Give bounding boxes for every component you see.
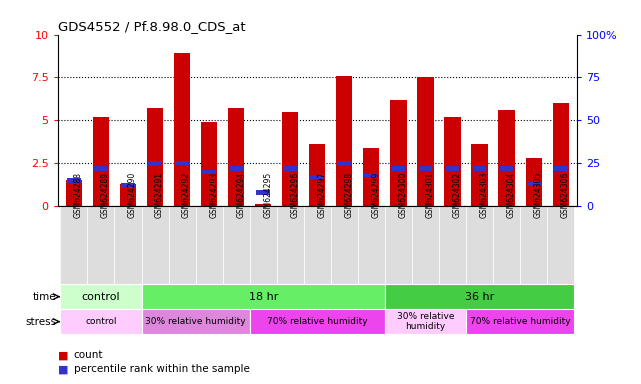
Bar	[60, 284, 142, 309]
Bar	[66, 180, 82, 206]
Text: 30% relative humidity: 30% relative humidity	[146, 317, 246, 326]
Bar	[385, 206, 412, 284]
Text: GSM624299: GSM624299	[371, 172, 380, 218]
Text: GSM624301: GSM624301	[426, 172, 435, 218]
Bar	[385, 284, 574, 309]
Bar	[471, 144, 488, 206]
Bar	[493, 206, 520, 284]
Bar	[142, 206, 169, 284]
Bar	[439, 206, 466, 284]
Bar	[87, 206, 115, 284]
Text: GSM624294: GSM624294	[236, 172, 245, 218]
Bar	[169, 206, 196, 284]
Text: ■: ■	[58, 350, 68, 360]
Text: GSM624306: GSM624306	[561, 172, 570, 218]
Text: GSM624300: GSM624300	[399, 172, 408, 218]
Text: GSM624293: GSM624293	[209, 172, 218, 218]
Bar	[250, 206, 277, 284]
Bar	[142, 309, 250, 334]
Bar	[466, 206, 493, 284]
Text: GSM624297: GSM624297	[317, 172, 326, 218]
Text: GSM624296: GSM624296	[290, 172, 299, 218]
Bar	[142, 284, 385, 309]
Bar	[250, 309, 385, 334]
Bar	[115, 206, 142, 284]
Bar	[120, 184, 136, 206]
Text: 70% relative humidity: 70% relative humidity	[267, 317, 367, 326]
Text: GSM624288: GSM624288	[74, 172, 83, 218]
Bar	[277, 206, 304, 284]
Text: GSM624295: GSM624295	[263, 172, 272, 218]
Bar	[228, 108, 244, 206]
Bar	[283, 166, 297, 170]
Text: 70% relative humidity: 70% relative humidity	[470, 317, 570, 326]
Bar	[196, 206, 222, 284]
Text: GDS4552 / Pf.8.98.0_CDS_at: GDS4552 / Pf.8.98.0_CDS_at	[58, 20, 246, 33]
Bar	[256, 190, 270, 195]
Bar	[390, 100, 406, 206]
Bar	[500, 166, 513, 170]
Bar	[472, 166, 487, 170]
Bar	[358, 206, 385, 284]
Bar	[526, 158, 542, 206]
Bar	[392, 166, 405, 170]
Bar	[282, 112, 298, 206]
Text: control: control	[81, 291, 121, 302]
Text: GSM624290: GSM624290	[128, 172, 137, 218]
Bar	[309, 144, 326, 206]
Bar	[147, 108, 163, 206]
Text: GSM624292: GSM624292	[182, 172, 191, 218]
Text: control: control	[85, 317, 117, 326]
Bar	[385, 309, 466, 334]
Bar	[60, 206, 87, 284]
Bar	[412, 206, 439, 284]
Bar	[417, 78, 433, 206]
Bar	[93, 117, 109, 206]
Bar	[520, 206, 547, 284]
Bar	[363, 148, 379, 206]
Bar	[527, 182, 540, 186]
Bar	[445, 166, 460, 170]
Text: GSM624303: GSM624303	[479, 172, 488, 218]
Bar	[67, 178, 81, 182]
Bar	[331, 206, 358, 284]
Bar	[365, 173, 378, 177]
Text: 18 hr: 18 hr	[249, 291, 278, 302]
Text: 36 hr: 36 hr	[465, 291, 494, 302]
Text: ■: ■	[58, 364, 68, 374]
Bar	[499, 110, 515, 206]
Bar	[121, 184, 135, 188]
Text: count: count	[74, 350, 103, 360]
Bar	[553, 103, 569, 206]
Bar	[94, 166, 108, 170]
Text: GSM624289: GSM624289	[101, 172, 110, 218]
Text: GSM624305: GSM624305	[534, 172, 543, 218]
Text: GSM624302: GSM624302	[453, 172, 462, 218]
Bar	[310, 175, 324, 179]
Bar	[419, 166, 433, 170]
Bar	[60, 309, 142, 334]
Bar	[337, 76, 353, 206]
Text: time: time	[33, 291, 56, 302]
Bar	[175, 161, 189, 166]
Text: 30% relative
humidity: 30% relative humidity	[397, 312, 454, 331]
Bar	[222, 206, 250, 284]
Bar	[554, 166, 567, 170]
Bar	[202, 170, 216, 174]
Text: GSM624291: GSM624291	[155, 172, 164, 218]
Bar	[174, 53, 190, 206]
Bar	[444, 117, 461, 206]
Text: percentile rank within the sample: percentile rank within the sample	[74, 364, 249, 374]
Bar	[255, 204, 271, 206]
Bar	[229, 166, 243, 170]
Bar	[201, 122, 217, 206]
Text: stress: stress	[25, 316, 56, 327]
Text: GSM624304: GSM624304	[506, 172, 515, 218]
Bar	[337, 161, 351, 166]
Bar	[547, 206, 574, 284]
Bar	[466, 309, 574, 334]
Bar	[148, 161, 162, 166]
Text: GSM624298: GSM624298	[344, 172, 353, 218]
Bar	[304, 206, 331, 284]
